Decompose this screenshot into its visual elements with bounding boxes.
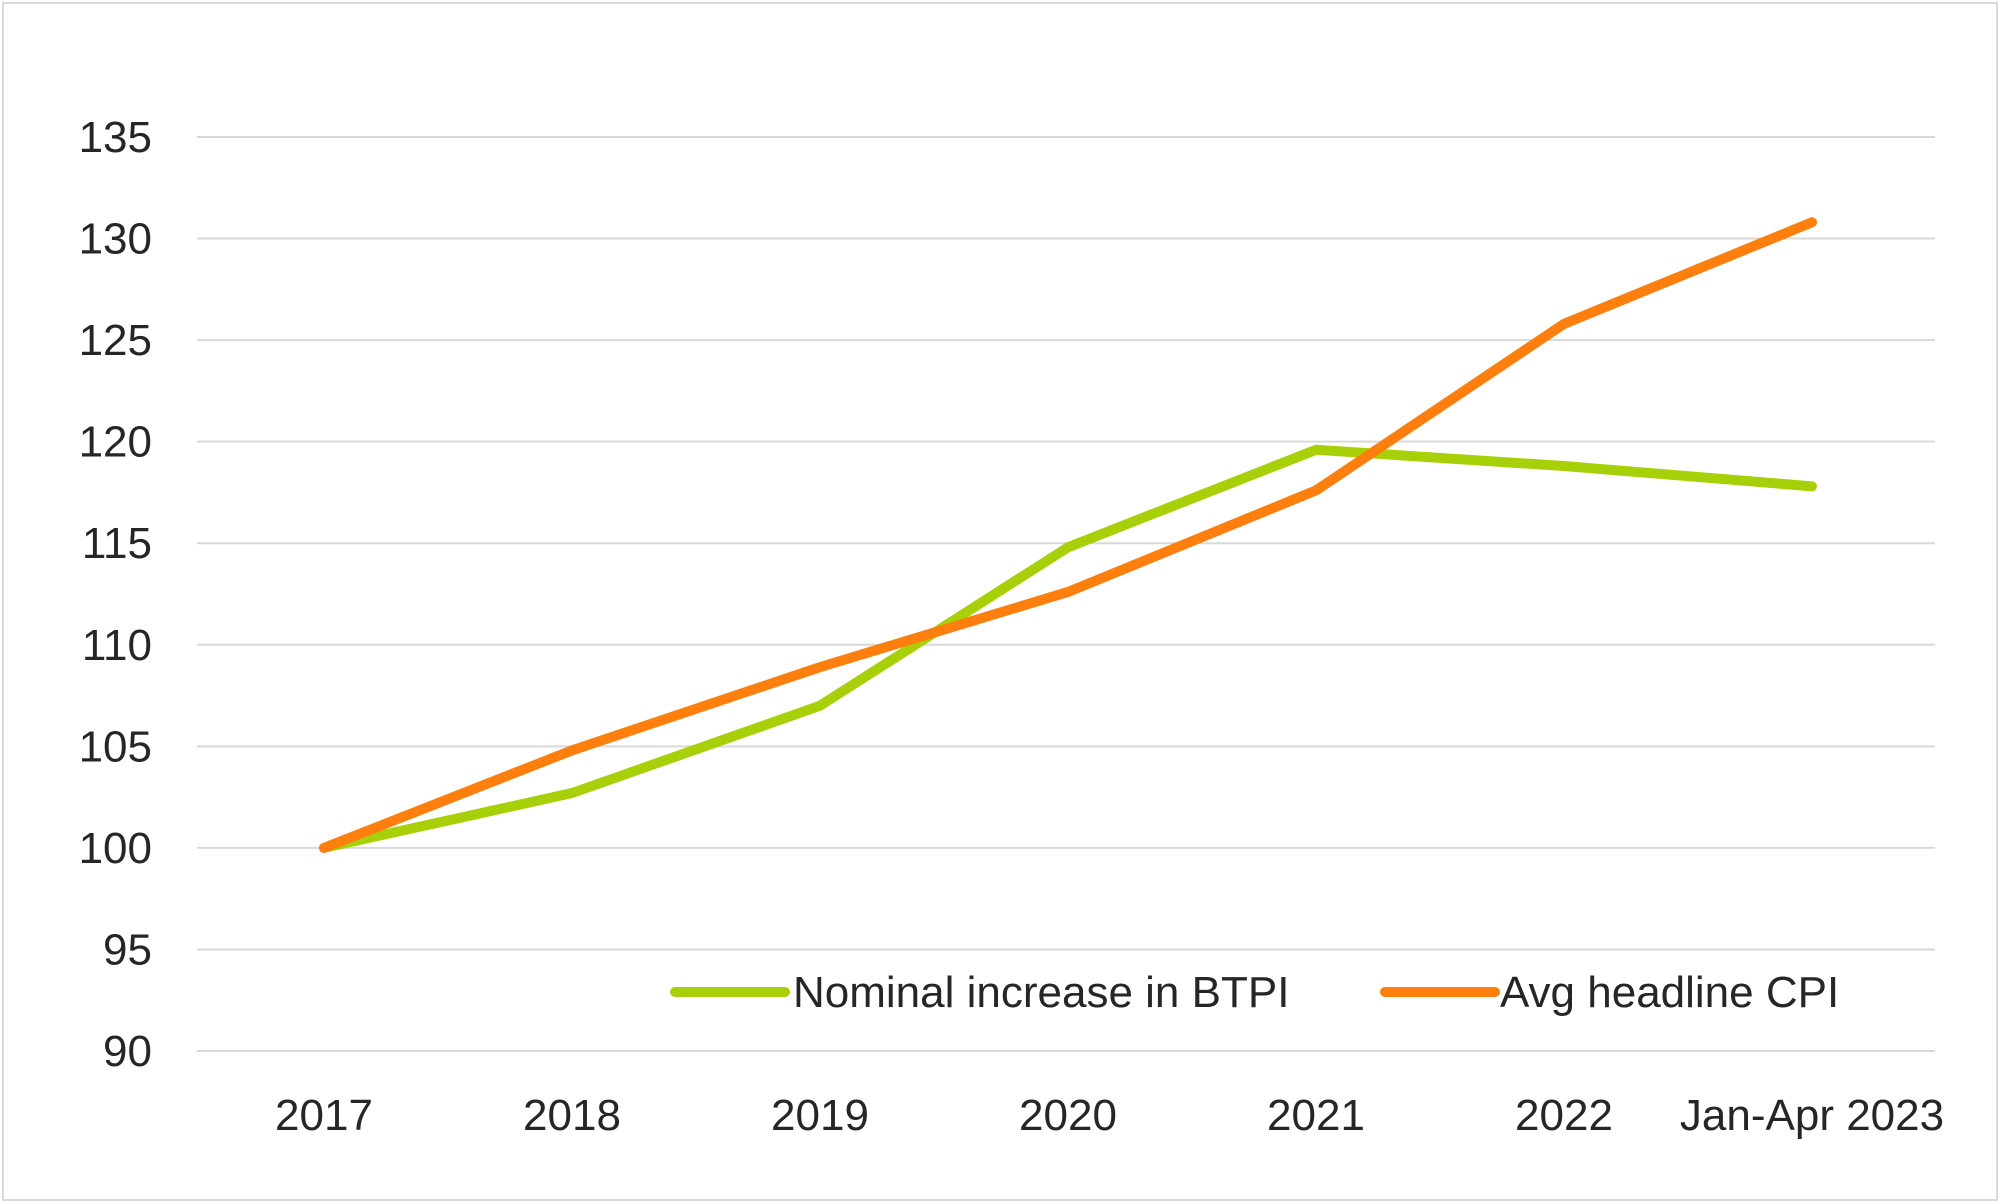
y-tick-label: 110	[82, 621, 152, 670]
series-line-1	[319, 444, 1817, 853]
x-axis-tick-labels: 2017 2018 2019 2020 2021 2022 Jan-Apr 2023	[275, 1091, 1944, 1140]
x-tick-label: 2021	[1267, 1091, 1365, 1140]
x-tick-label: 2020	[1019, 1091, 1117, 1140]
legend-label-2: Avg headline CPI	[1500, 968, 1839, 1017]
y-tick-label: 130	[79, 215, 152, 264]
x-tick-label: 2019	[771, 1091, 869, 1140]
y-tick-label: 90	[103, 1027, 152, 1076]
y-tick-label: 125	[79, 316, 152, 365]
y-tick-label: 120	[79, 418, 152, 467]
gridlines	[197, 136, 1935, 1052]
legend-label-1: Nominal increase in BTPI	[793, 968, 1289, 1017]
y-tick-label: 95	[103, 925, 152, 974]
y-axis-tick-labels: 90 95 100 105 110 115 120 125 130 135	[79, 113, 152, 1076]
y-tick-label: 105	[79, 722, 152, 771]
series-line-2	[319, 217, 1817, 853]
x-tick-label: 2018	[523, 1091, 621, 1140]
x-tick-label: Jan-Apr 2023	[1680, 1091, 1944, 1140]
y-tick-label: 135	[79, 113, 152, 162]
y-tick-label: 115	[82, 519, 152, 568]
x-tick-label: 2022	[1515, 1091, 1613, 1140]
series-lines	[319, 217, 1817, 853]
x-tick-label: 2017	[275, 1091, 373, 1140]
legend: Nominal increase in BTPI Avg headline CPI	[670, 968, 1839, 1017]
y-tick-label: 100	[79, 824, 152, 873]
